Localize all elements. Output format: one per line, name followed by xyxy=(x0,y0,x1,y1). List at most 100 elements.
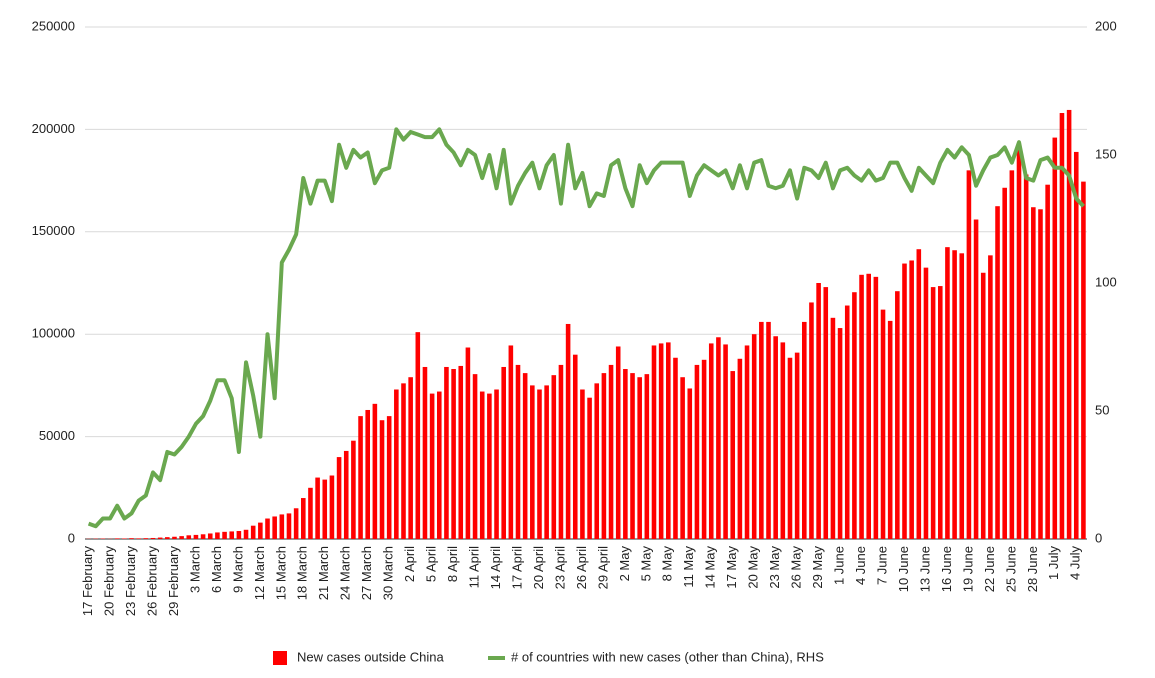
bar xyxy=(559,365,564,539)
bar xyxy=(580,389,585,539)
bar xyxy=(895,291,900,539)
bar xyxy=(272,516,277,539)
bar xyxy=(136,538,141,539)
bar xyxy=(730,371,735,539)
bar xyxy=(859,275,864,539)
x-tick-label: 11 May xyxy=(681,546,696,588)
bar xyxy=(365,410,370,539)
bar xyxy=(680,377,685,539)
bar xyxy=(222,532,227,539)
legend-label: New cases outside China xyxy=(297,649,444,664)
y-tick-label: 100000 xyxy=(32,326,75,341)
bar xyxy=(265,519,270,539)
bar xyxy=(401,383,406,539)
x-tick-label: 26 May xyxy=(789,546,804,589)
bar xyxy=(566,324,571,539)
x-tick-label: 3 March xyxy=(187,546,202,593)
x-tick-label: 25 June xyxy=(1003,546,1018,592)
x-tick-label: 29 April xyxy=(595,546,610,589)
bar xyxy=(702,360,707,539)
x-tick-label: 28 June xyxy=(1025,546,1040,592)
bar xyxy=(337,457,342,539)
bar xyxy=(967,170,972,539)
x-tick-label: 5 April xyxy=(424,546,439,582)
bar xyxy=(280,514,285,539)
bar xyxy=(115,538,120,539)
bar xyxy=(466,348,471,539)
bar xyxy=(573,355,578,539)
bar xyxy=(752,334,757,539)
y-tick-label: 0 xyxy=(68,530,75,545)
bar xyxy=(544,385,549,539)
bar xyxy=(988,255,993,539)
x-tick-label: 14 May xyxy=(703,546,718,589)
x-tick-label: 2 May xyxy=(617,546,632,582)
bar xyxy=(509,345,514,539)
x-tick-label: 2 April xyxy=(402,546,417,582)
bar xyxy=(1024,174,1029,539)
bar xyxy=(358,416,363,539)
bar xyxy=(709,343,714,539)
bar xyxy=(695,365,700,539)
x-tick-label: 16 June xyxy=(939,546,954,592)
bar xyxy=(609,365,614,539)
bar xyxy=(902,264,907,539)
bar xyxy=(974,220,979,539)
bar xyxy=(437,392,442,539)
bar xyxy=(516,365,521,539)
bar xyxy=(552,375,557,539)
x-tick-label: 17 February xyxy=(80,546,95,617)
bar xyxy=(258,523,263,539)
bar xyxy=(874,277,879,539)
bar xyxy=(487,394,492,539)
y-tick-label: 50000 xyxy=(39,428,75,443)
x-tick-label: 8 April xyxy=(445,546,460,582)
bar xyxy=(394,389,399,539)
bar xyxy=(924,268,929,539)
x-tick-label: 23 April xyxy=(552,546,567,589)
bar xyxy=(201,534,206,539)
bar xyxy=(144,538,149,539)
bar xyxy=(251,526,256,539)
bar xyxy=(888,321,893,539)
bar xyxy=(122,538,127,539)
bar xyxy=(687,388,692,539)
x-tick-label: 20 February xyxy=(101,546,116,617)
bar xyxy=(1017,150,1022,539)
y2-tick-label: 200 xyxy=(1095,18,1117,33)
x-tick-label: 27 March xyxy=(359,546,374,600)
bar xyxy=(458,366,463,539)
x-tick-label: 23 May xyxy=(767,546,782,589)
bar xyxy=(1081,182,1086,539)
bar xyxy=(587,398,592,539)
bar xyxy=(637,377,642,539)
x-tick-label: 18 March xyxy=(295,546,310,600)
bar xyxy=(594,383,599,539)
x-tick-label: 11 April xyxy=(467,546,482,589)
x-tick-label: 26 February xyxy=(144,546,159,617)
bar xyxy=(229,531,234,539)
x-tick-label: 21 March xyxy=(316,546,331,600)
bar xyxy=(766,322,771,539)
x-tick-label: 10 June xyxy=(896,546,911,592)
x-tick-label: 20 April xyxy=(531,546,546,589)
y-tick-label: 200000 xyxy=(32,121,75,136)
bar xyxy=(179,536,184,539)
y2-tick-label: 50 xyxy=(1095,402,1109,417)
x-tick-label: 1 June xyxy=(832,546,847,585)
bar xyxy=(351,441,356,539)
bar xyxy=(745,345,750,539)
bar xyxy=(866,274,871,539)
bar xyxy=(129,538,134,539)
x-tick-label: 26 April xyxy=(574,546,589,589)
bar xyxy=(802,322,807,539)
bar xyxy=(194,535,199,539)
bar xyxy=(773,336,778,539)
bar xyxy=(809,302,814,539)
bar xyxy=(523,373,528,539)
bar xyxy=(444,367,449,539)
bar xyxy=(659,343,664,539)
bar xyxy=(759,322,764,539)
bar xyxy=(838,328,843,539)
